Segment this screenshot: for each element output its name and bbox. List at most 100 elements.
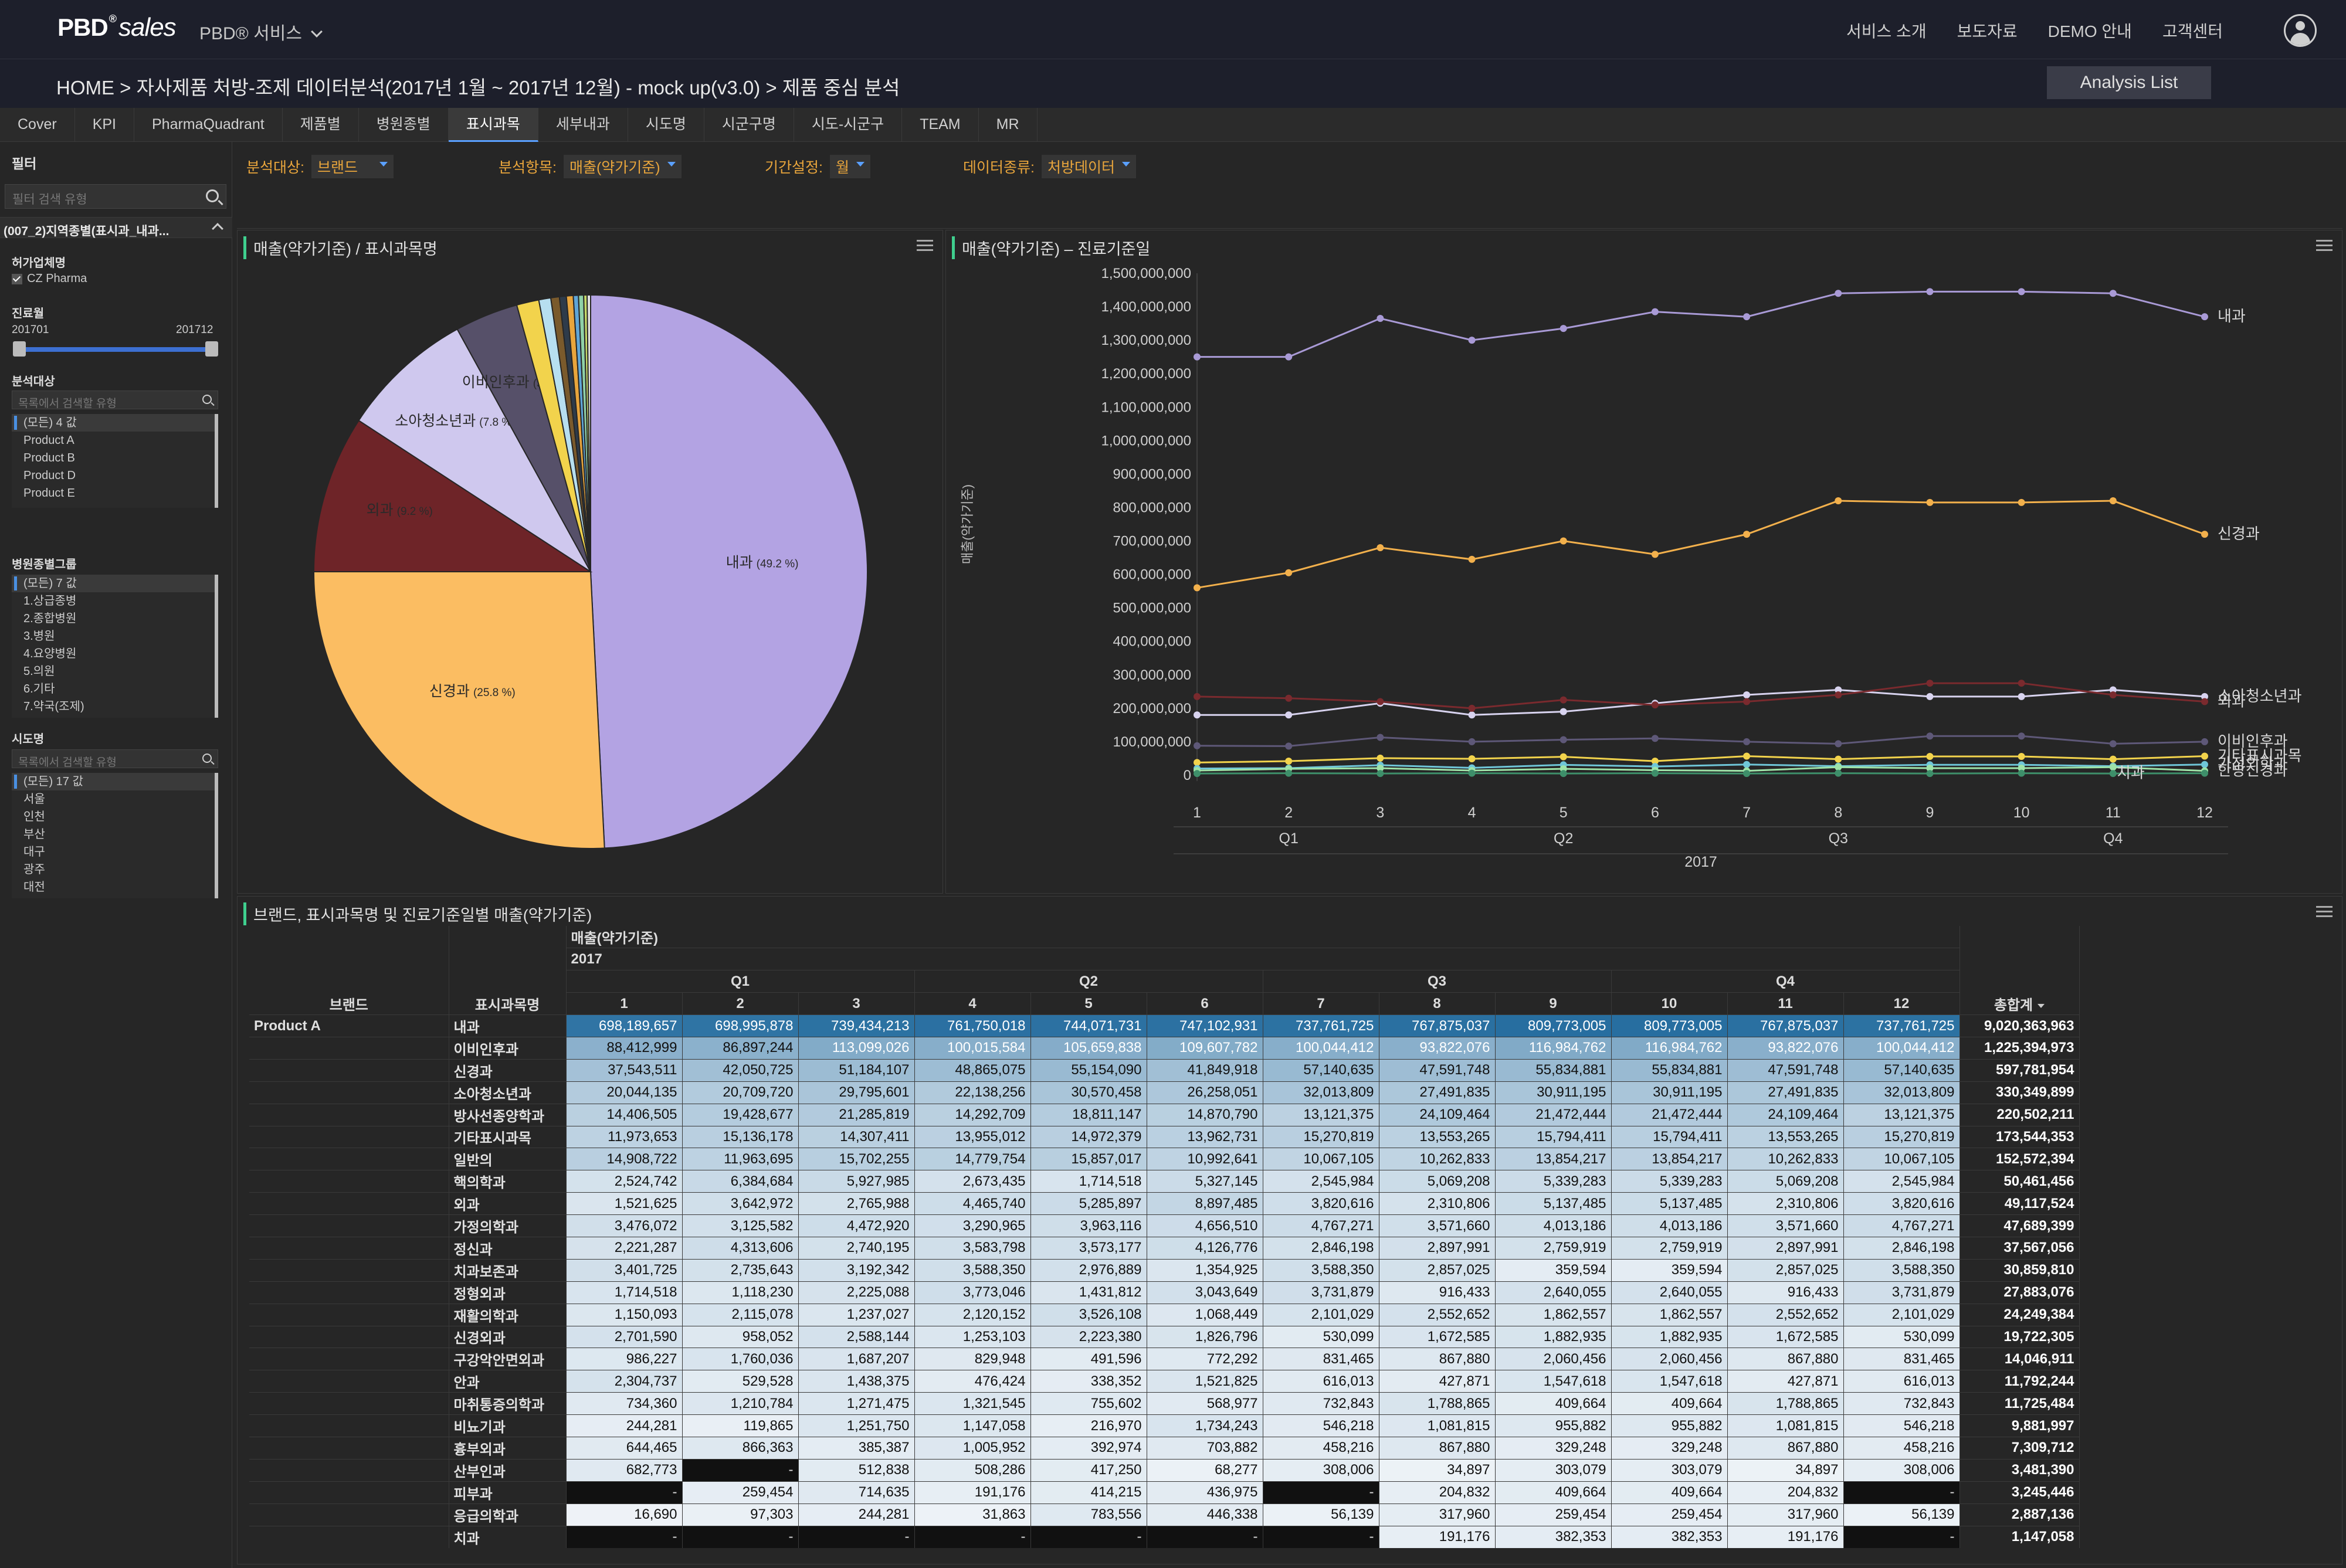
series-point[interactable] [1926, 693, 1934, 700]
series-point[interactable] [2201, 531, 2208, 538]
value-cell[interactable]: 829,948 [914, 1348, 1031, 1370]
value-cell[interactable]: 3,588,350 [914, 1259, 1031, 1282]
value-cell[interactable]: 2,846,198 [1263, 1237, 1379, 1260]
value-cell[interactable]: 2,545,984 [1843, 1170, 1960, 1193]
value-cell[interactable]: 109,607,782 [1147, 1037, 1263, 1060]
series-point[interactable] [1926, 753, 1934, 761]
table-row[interactable]: 마취통증의학과 734,360 1,210,784 1,271,475 1,321,54… [249, 1392, 2080, 1415]
value-cell[interactable]: 15,794,411 [1611, 1126, 1728, 1148]
series-point[interactable] [1468, 711, 1476, 719]
value-cell[interactable]: 392,974 [1030, 1437, 1147, 1460]
value-cell[interactable]: 26,258,051 [1147, 1081, 1263, 1104]
value-cell[interactable]: - [1843, 1481, 1960, 1504]
value-cell[interactable]: 698,189,657 [566, 1014, 683, 1037]
series-line[interactable] [1196, 682, 2205, 710]
value-cell[interactable]: 2,310,806 [1379, 1192, 1496, 1215]
value-cell[interactable]: - [1263, 1481, 1379, 1504]
value-cell[interactable]: 3,963,116 [1030, 1214, 1147, 1237]
total-column-header[interactable]: 총합계 [1959, 992, 2080, 1015]
value-cell[interactable]: 986,227 [566, 1348, 683, 1370]
series-point[interactable] [2018, 769, 2025, 777]
series-point[interactable] [2201, 761, 2208, 768]
series-point[interactable] [2109, 691, 2117, 699]
value-cell[interactable]: 382,353 [1495, 1526, 1612, 1548]
month-column-header[interactable]: 7 [1263, 992, 1379, 1015]
value-cell[interactable]: 4,767,271 [1843, 1214, 1960, 1237]
value-cell[interactable]: 1,251,750 [798, 1414, 915, 1437]
value-cell[interactable]: 3,588,350 [1263, 1259, 1379, 1282]
value-cell[interactable]: 329,248 [1611, 1437, 1728, 1460]
series-point[interactable] [1651, 758, 1659, 765]
value-cell[interactable]: 10,262,833 [1727, 1148, 1844, 1170]
series-point[interactable] [1835, 290, 1842, 297]
value-cell[interactable]: 3,043,649 [1147, 1281, 1263, 1304]
value-cell[interactable]: 5,137,485 [1495, 1192, 1612, 1215]
value-cell[interactable]: 1,068,449 [1147, 1304, 1263, 1326]
value-cell[interactable]: 955,882 [1495, 1414, 1612, 1437]
series-point[interactable] [1743, 752, 1751, 760]
series-point[interactable] [1377, 734, 1384, 741]
value-cell[interactable]: 1,521,625 [566, 1192, 683, 1215]
value-cell[interactable]: 13,553,265 [1727, 1126, 1844, 1148]
series-point[interactable] [1743, 691, 1751, 699]
series-point[interactable] [1835, 763, 1842, 771]
value-cell[interactable]: 1,788,865 [1379, 1392, 1496, 1415]
list-item[interactable]: 서울 [23, 793, 45, 806]
value-cell[interactable]: 2,897,991 [1379, 1237, 1496, 1260]
value-cell[interactable]: 530,099 [1263, 1326, 1379, 1348]
value-cell[interactable]: 1,438,375 [798, 1370, 915, 1393]
value-cell[interactable]: 772,292 [1147, 1348, 1263, 1370]
top-nav-item[interactable]: 서비스 소개 [1846, 22, 1927, 40]
series-point[interactable] [1194, 353, 1201, 361]
tab-item[interactable]: PharmaQuadrant [134, 108, 283, 142]
series-point[interactable] [1743, 738, 1751, 745]
value-cell[interactable]: 34,897 [1727, 1459, 1844, 1482]
value-cell[interactable]: 308,006 [1843, 1459, 1960, 1482]
value-cell[interactable]: 682,773 [566, 1459, 683, 1482]
value-cell[interactable]: 1,150,093 [566, 1304, 683, 1326]
series-point[interactable] [1377, 698, 1384, 705]
value-cell[interactable]: - [1147, 1526, 1263, 1548]
value-cell[interactable]: 2,640,055 [1495, 1281, 1612, 1304]
top-nav-item[interactable]: DEMO 안내 [2047, 22, 2132, 40]
tab-item[interactable]: 시군구명 [704, 108, 794, 142]
value-cell[interactable]: 1,271,475 [798, 1392, 915, 1415]
value-cell[interactable]: 1,237,027 [798, 1304, 915, 1326]
pbd-sales-logo[interactable]: PBD ®sales [57, 13, 177, 42]
pie-slice[interactable] [586, 294, 591, 572]
value-cell[interactable]: 916,433 [1727, 1281, 1844, 1304]
series-point[interactable] [1926, 765, 1934, 772]
value-cell[interactable]: 97,303 [682, 1503, 799, 1526]
series-line[interactable] [1196, 735, 2205, 747]
series-point[interactable] [1560, 708, 1567, 715]
list-item[interactable]: 7.약국(조제) [23, 700, 84, 713]
filter-datatype[interactable]: 데이터종류: 처방데이터 [963, 155, 1136, 178]
series-point[interactable] [1377, 315, 1384, 323]
filter-item[interactable]: 분석항목: 매출(약가기준) [499, 155, 682, 178]
value-cell[interactable]: 27,491,835 [1727, 1081, 1844, 1104]
value-cell[interactable]: 409,664 [1611, 1481, 1728, 1504]
table-row[interactable]: Product A 내과 698,189,657 698,995,878 739,434… [249, 1014, 2080, 1037]
value-cell[interactable]: 5,069,208 [1727, 1170, 1844, 1193]
value-cell[interactable]: 3,571,660 [1727, 1214, 1844, 1237]
value-cell[interactable]: 68,277 [1147, 1459, 1263, 1482]
month-column-header[interactable]: 12 [1843, 992, 1960, 1015]
value-cell[interactable]: 21,285,819 [798, 1104, 915, 1126]
filter-period[interactable]: 기간설정: 월 [765, 155, 870, 178]
value-cell[interactable]: 1,788,865 [1727, 1392, 1844, 1415]
series-point[interactable] [2109, 686, 2117, 694]
month-column-header[interactable]: 8 [1379, 992, 1496, 1015]
search-icon[interactable] [202, 395, 212, 404]
series-point[interactable] [2109, 763, 2117, 771]
value-cell[interactable]: 259,454 [1495, 1503, 1612, 1526]
value-cell[interactable]: 1,826,796 [1147, 1326, 1263, 1348]
value-cell[interactable]: 20,709,720 [682, 1081, 799, 1104]
period-slider-track[interactable] [18, 347, 215, 352]
series-point[interactable] [1651, 308, 1659, 315]
sort-icon[interactable] [2038, 1004, 2045, 1009]
value-cell[interactable]: 86,897,244 [682, 1037, 799, 1060]
list-item[interactable]: 대전 [23, 881, 45, 894]
series-point[interactable] [1926, 680, 1934, 687]
series-point[interactable] [1285, 569, 1293, 576]
series-point[interactable] [2018, 498, 2025, 506]
